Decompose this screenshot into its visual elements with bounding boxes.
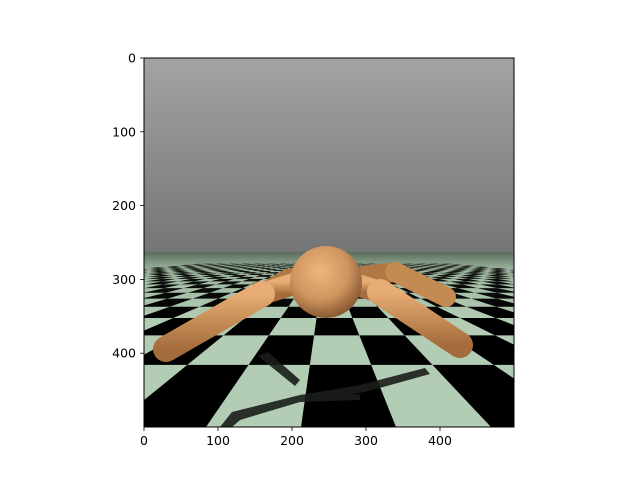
sky-background	[144, 58, 514, 253]
floor-tile-dark	[359, 335, 433, 365]
floor-tile-dark	[571, 279, 610, 281]
axes-plot-area	[0, 57, 640, 428]
floor-tile-dark	[0, 307, 21, 318]
floor-tile-dark	[0, 335, 43, 365]
x-tick-label: 100	[206, 433, 230, 448]
floor-tile-dark	[531, 272, 556, 273]
floor-tile-dark	[40, 281, 82, 284]
floor-tile-dark	[81, 299, 142, 307]
floor-tile-dark	[0, 365, 3, 427]
floor-tile-dark	[0, 281, 18, 284]
floor-tile-dark	[314, 318, 360, 336]
floor-tile-dark	[27, 284, 75, 288]
floor-tile-dark	[512, 278, 514, 280]
robot-torso	[290, 246, 362, 318]
leg-front-left-lower	[153, 281, 275, 362]
y-tick-label: 100	[112, 124, 136, 139]
floor-tile-dark	[511, 276, 514, 278]
floor-tile-dark	[0, 318, 66, 335]
floor-tile-dark	[609, 281, 640, 284]
floor-tile-dark	[73, 273, 102, 275]
floor-tile-dark	[223, 318, 281, 336]
floor-tile-dark	[603, 318, 640, 335]
floor-tile-dark	[519, 293, 573, 299]
floor-tile-dark	[585, 284, 634, 288]
floor-tile-dark	[555, 365, 640, 427]
floor-tile-dark	[560, 275, 592, 277]
floor-tile-dark	[0, 284, 5, 288]
floor-tile-dark	[585, 307, 640, 318]
rendered-scene	[0, 58, 640, 427]
floor-tile-dark	[41, 293, 100, 299]
floor-tile-dark	[18, 279, 59, 281]
floor-tile-dark	[535, 275, 565, 277]
robot-shadow	[220, 352, 430, 427]
floor-tile-dark	[0, 293, 11, 299]
floor-tile-dark	[144, 288, 145, 289]
floor-tile-dark	[0, 307, 81, 318]
floor-tile-dark	[607, 293, 640, 299]
floor-tile-dark	[66, 284, 110, 288]
leg-front-right-lower	[367, 279, 473, 358]
floor-tile-dark	[623, 299, 640, 307]
floor-tile-dark	[517, 288, 563, 293]
floor-tile-dark	[75, 281, 114, 284]
x-tick-label: 300	[354, 433, 378, 448]
floor-tile-dark	[573, 299, 640, 307]
floor-tile-dark	[631, 335, 640, 365]
axes-frame	[143, 57, 515, 428]
y-tick-label: 400	[112, 346, 136, 361]
y-tick-label: 0	[128, 51, 136, 66]
y-axis: 0 100 200 300 400	[112, 51, 144, 361]
floor-tile-dark	[144, 364, 249, 427]
floor-tile-dark	[515, 284, 556, 288]
floor-tile-dark	[545, 281, 585, 284]
floor-tile-dark	[595, 288, 640, 293]
ant-robot	[153, 246, 473, 362]
floor-tile-dark	[11, 288, 66, 293]
floor-tile-dark	[533, 273, 560, 275]
floor-tile-dark	[522, 299, 585, 307]
x-tick-label: 200	[280, 433, 304, 448]
floor-tile-dark	[620, 284, 640, 288]
floor-tile-dark	[5, 281, 51, 284]
floor-tile-dark	[59, 277, 93, 279]
floor-tile-dark	[459, 318, 514, 336]
floor-tile-dark	[600, 279, 640, 281]
floor-tile-dark	[0, 284, 40, 288]
floor-tile-dark	[538, 277, 571, 279]
x-axis: 0 100 200 300 400	[140, 427, 452, 448]
floor-tile-dark	[532, 318, 631, 335]
y-tick-label: 300	[112, 272, 136, 287]
floor-tile-dark	[513, 281, 514, 282]
floor-tile-dark	[50, 279, 88, 281]
floor-tile-dark	[91, 293, 143, 299]
floor-tile-dark	[563, 293, 623, 299]
floor-tile-dark	[55, 288, 105, 293]
floor-tile-dark	[540, 335, 640, 365]
floor-tile-dark	[0, 288, 27, 293]
x-tick-label: 400	[428, 433, 452, 448]
y-tick-label: 200	[112, 198, 136, 213]
floor-tile-dark	[66, 307, 140, 318]
floor-tile-dark	[66, 275, 97, 277]
floor-tile-dark	[565, 277, 600, 279]
floor-tile-dark	[550, 284, 595, 288]
x-tick-label: 0	[140, 433, 148, 448]
floor-tile-dark	[634, 288, 640, 293]
leg-back-right-lower	[385, 262, 456, 307]
floor-tile-dark	[30, 277, 67, 279]
floor-tile-dark	[0, 365, 126, 427]
floor-tile-dark	[21, 299, 91, 307]
floor-tile-dark	[526, 307, 603, 318]
floor-tile-dark	[0, 299, 41, 307]
floor-tile-dark	[577, 281, 620, 284]
floor-tile-dark	[432, 364, 514, 427]
floor-tile-dark	[541, 279, 577, 281]
floor-tile-dark	[556, 288, 607, 293]
floor-tile-dark	[0, 293, 55, 299]
floor-tile-dark	[43, 318, 138, 335]
